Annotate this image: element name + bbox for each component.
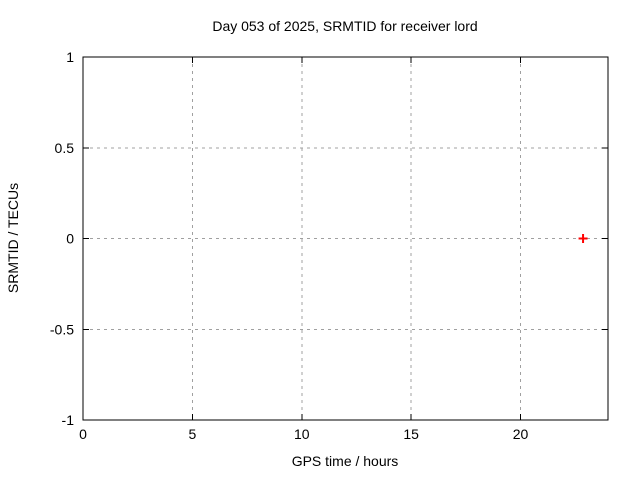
y-tick-label: 0.5 [55,140,75,156]
y-axis-label: SRMTID / TECUs [5,183,21,293]
x-axis-label: GPS time / hours [292,453,399,469]
gridlines [83,57,608,420]
plot-border [82,56,609,421]
x-tick-label: 5 [188,426,196,442]
x-tick-label: 15 [403,426,419,442]
data-points [578,234,588,243]
y-tick-label: 0 [66,231,74,247]
x-tick-label: 0 [79,426,87,442]
tick-labels: 0 5 10 15 20 -1 -0.5 0 0.5 1 [50,49,529,442]
x-tick-label: 20 [513,426,529,442]
y-tick-label: 1 [66,49,74,65]
y-tick-label: -1 [62,412,75,428]
y-tick-label: -0.5 [50,321,74,337]
chart-title: Day 053 of 2025, SRMTID for receiver lor… [212,18,477,34]
x-tick-label: 10 [294,426,310,442]
